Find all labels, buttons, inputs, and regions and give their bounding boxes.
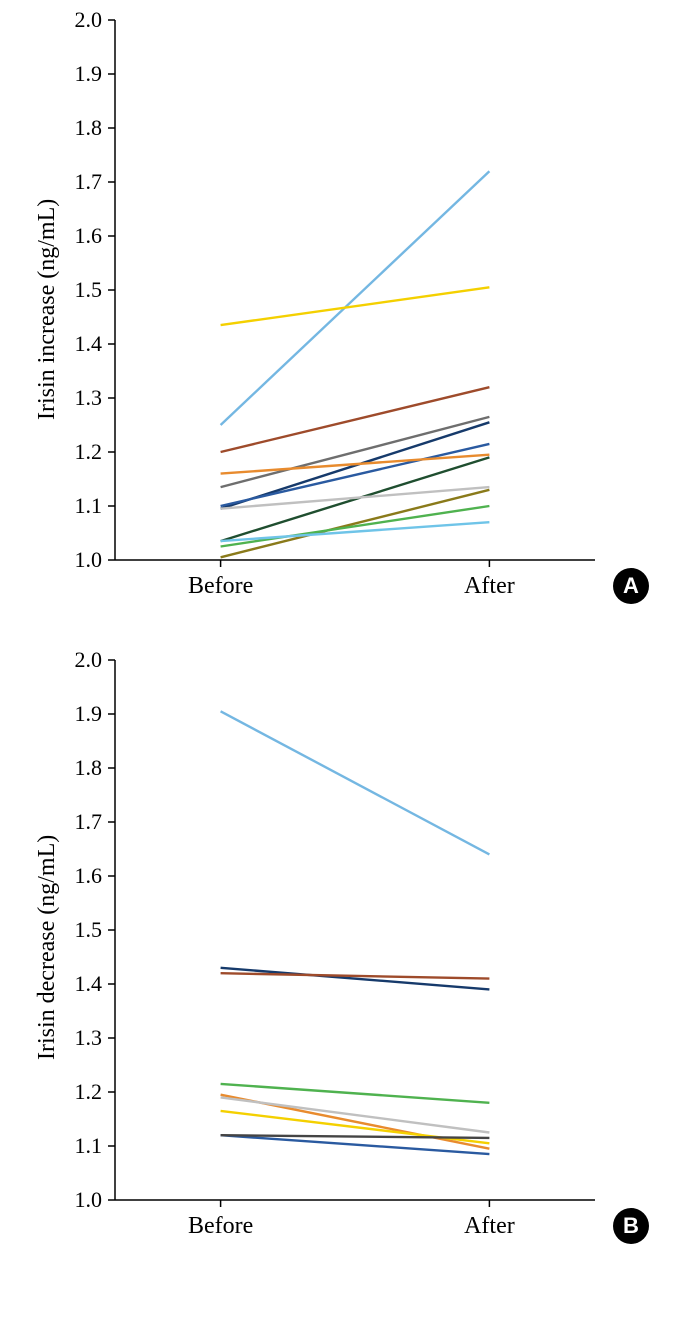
y-tick-label: 1.4 [75, 971, 103, 997]
y-tick-label: 1.5 [75, 917, 103, 943]
y-tick-label: 1.2 [75, 1079, 103, 1105]
y-tick-label: 1.7 [75, 809, 103, 835]
y-tick-label: 1.1 [75, 493, 103, 519]
chart-a-svg [0, 0, 678, 640]
y-tick-label: 1.8 [75, 755, 103, 781]
y-tick-label: 1.5 [75, 277, 103, 303]
y-tick-label: 1.8 [75, 115, 103, 141]
y-tick-label: 1.0 [75, 547, 103, 573]
x-tick-label: After [464, 1213, 515, 1240]
y-tick-label: 1.9 [75, 61, 103, 87]
x-tick-label: Before [188, 1213, 253, 1240]
x-tick-label: Before [188, 573, 253, 600]
chart-panel-a: Irisin increase (ng/mL) A 1.0 1.1 1.2 1.3 1.… [0, 0, 678, 640]
y-tick-label: 1.6 [75, 863, 103, 889]
y-tick-label: 1.1 [75, 1133, 103, 1159]
y-tick-label: 1.3 [75, 385, 103, 411]
y-tick-label: 1.2 [75, 439, 103, 465]
y-tick-label: 1.9 [75, 701, 103, 727]
y-tick-label: 2.0 [75, 647, 103, 673]
y-tick-label: 2.0 [75, 7, 103, 33]
panel-badge-a: A [613, 568, 649, 604]
y-tick-label: 1.6 [75, 223, 103, 249]
chart-panel-b: Irisin decrease (ng/mL) B 1.0 1.1 1.2 1.3 1.… [0, 640, 678, 1332]
x-tick-label: After [464, 573, 515, 600]
panel-badge-b: B [613, 1208, 649, 1244]
y-tick-label: 1.4 [75, 331, 103, 357]
y-tick-label: 1.7 [75, 169, 103, 195]
y-axis-label-a: Irisin increase (ng/mL) [34, 198, 61, 419]
y-tick-label: 1.3 [75, 1025, 103, 1051]
y-axis-label-b: Irisin decrease (ng/mL) [34, 834, 61, 1059]
y-tick-label: 1.0 [75, 1187, 103, 1213]
